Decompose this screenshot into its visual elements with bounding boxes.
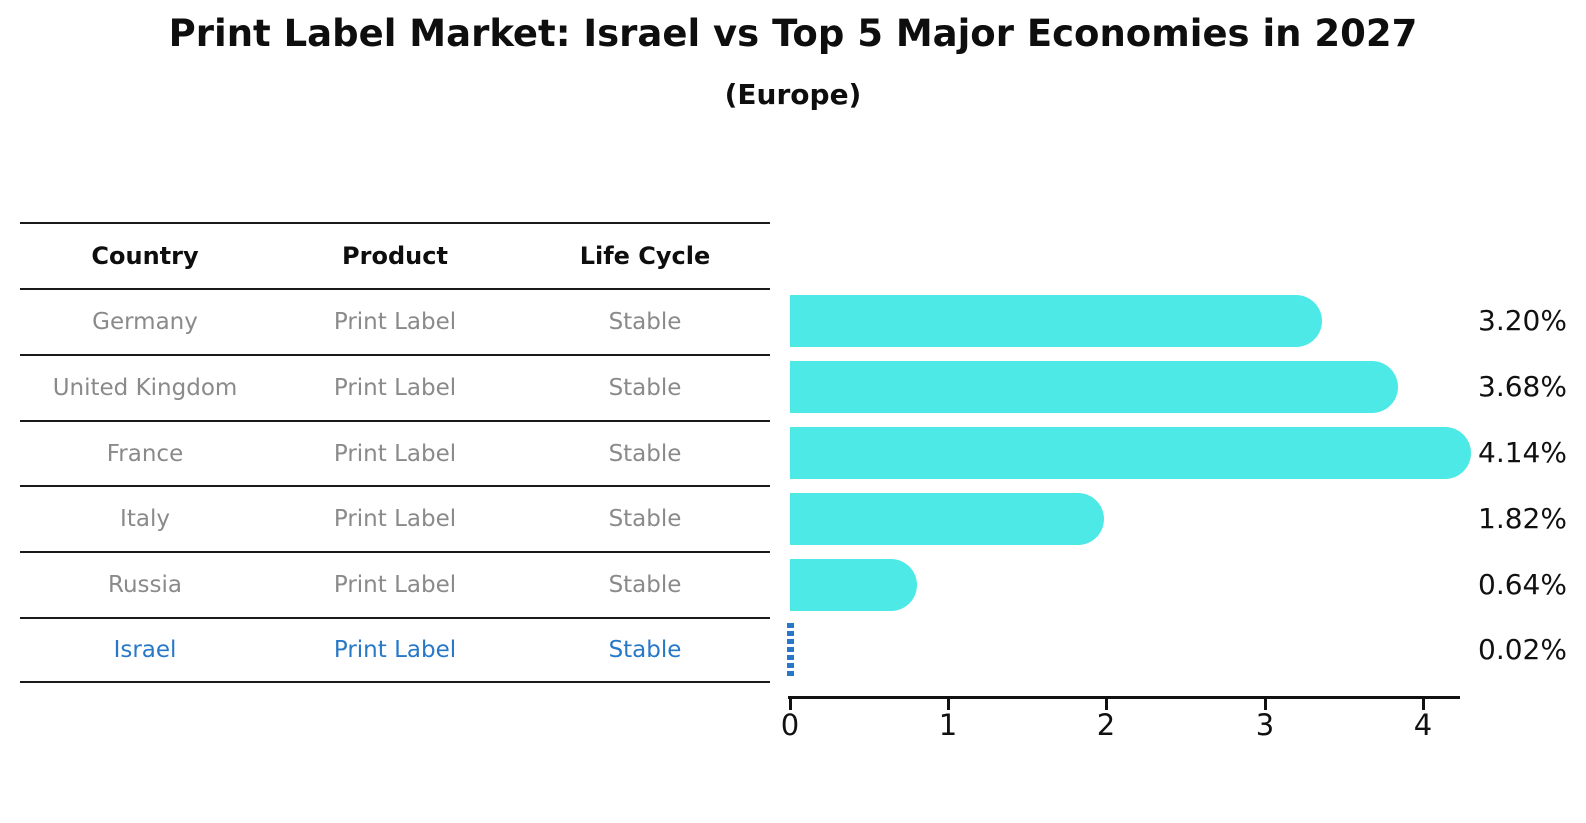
value-label-russia: 0.64% <box>1478 568 1567 601</box>
cell-life-cycle: Stable <box>608 506 682 533</box>
cell-life-cycle: Stable <box>608 308 682 335</box>
cell-country: United Kingdom <box>52 374 238 401</box>
cell-product: Print Label <box>333 308 457 335</box>
cell-country: Israel <box>113 637 177 664</box>
chart-title: Print Label Market: Israel vs Top 5 Majo… <box>168 12 1418 55</box>
cell-life-cycle: Stable <box>608 440 682 467</box>
bar-israel <box>787 623 794 678</box>
bar-russia <box>790 559 918 611</box>
cell-life-cycle: Stable <box>608 637 682 664</box>
x-tick-label-4: 4 <box>1413 708 1433 742</box>
cell-country: Russia <box>108 572 182 599</box>
table-row-germany: Germany Print Label Stable <box>20 288 770 354</box>
value-label-germany: 3.20% <box>1478 304 1567 337</box>
bar-germany <box>790 295 1323 347</box>
x-tick-0 <box>789 698 792 710</box>
value-label-united-kingdom: 3.68% <box>1478 370 1567 403</box>
x-tick-1 <box>947 698 950 710</box>
column-header-life-cycle: Life Cycle <box>579 242 711 270</box>
chart-subtitle: (Europe) <box>724 78 862 111</box>
value-label-israel: 0.02% <box>1478 633 1567 666</box>
x-tick-label-3: 3 <box>1255 708 1275 742</box>
column-header-product: Product <box>342 242 448 270</box>
table-row-united-kingdom: United Kingdom Print Label Stable <box>20 353 770 420</box>
cell-product: Print Label <box>333 506 457 533</box>
cell-life-cycle: Stable <box>608 374 682 401</box>
column-header-country: Country <box>91 242 199 270</box>
table-row-italy: Italy Print Label Stable <box>20 485 770 551</box>
bar-united-kingdom <box>790 361 1399 413</box>
x-tick-2 <box>1105 698 1108 710</box>
table-row-russia: Russia Print Label Stable <box>20 551 770 617</box>
cell-product: Print Label <box>333 637 457 664</box>
x-tick-label-1: 1 <box>938 708 958 742</box>
value-label-italy: 1.82% <box>1478 502 1567 535</box>
country-info-table: Country Product Life Cycle Germany Print… <box>20 222 770 683</box>
cell-product: Print Label <box>333 374 457 401</box>
cell-product: Print Label <box>333 440 457 467</box>
x-tick-4 <box>1422 698 1425 710</box>
cell-life-cycle: Stable <box>608 572 682 599</box>
x-axis-line <box>788 696 1460 699</box>
x-tick-label-2: 2 <box>1096 708 1116 742</box>
table-header-row: Country Product Life Cycle <box>20 222 770 288</box>
bar-italy <box>790 493 1104 545</box>
bar-france <box>790 427 1472 479</box>
cell-country: Germany <box>92 308 198 335</box>
cell-country: France <box>106 440 184 467</box>
x-tick-3 <box>1264 698 1267 710</box>
cell-country: Italy <box>120 506 170 533</box>
cell-product: Print Label <box>333 572 457 599</box>
x-tick-label-0: 0 <box>780 708 800 742</box>
table-row-israel: Israel Print Label Stable <box>20 617 770 683</box>
table-row-france: France Print Label Stable <box>20 419 770 486</box>
value-label-france: 4.14% <box>1478 436 1567 469</box>
